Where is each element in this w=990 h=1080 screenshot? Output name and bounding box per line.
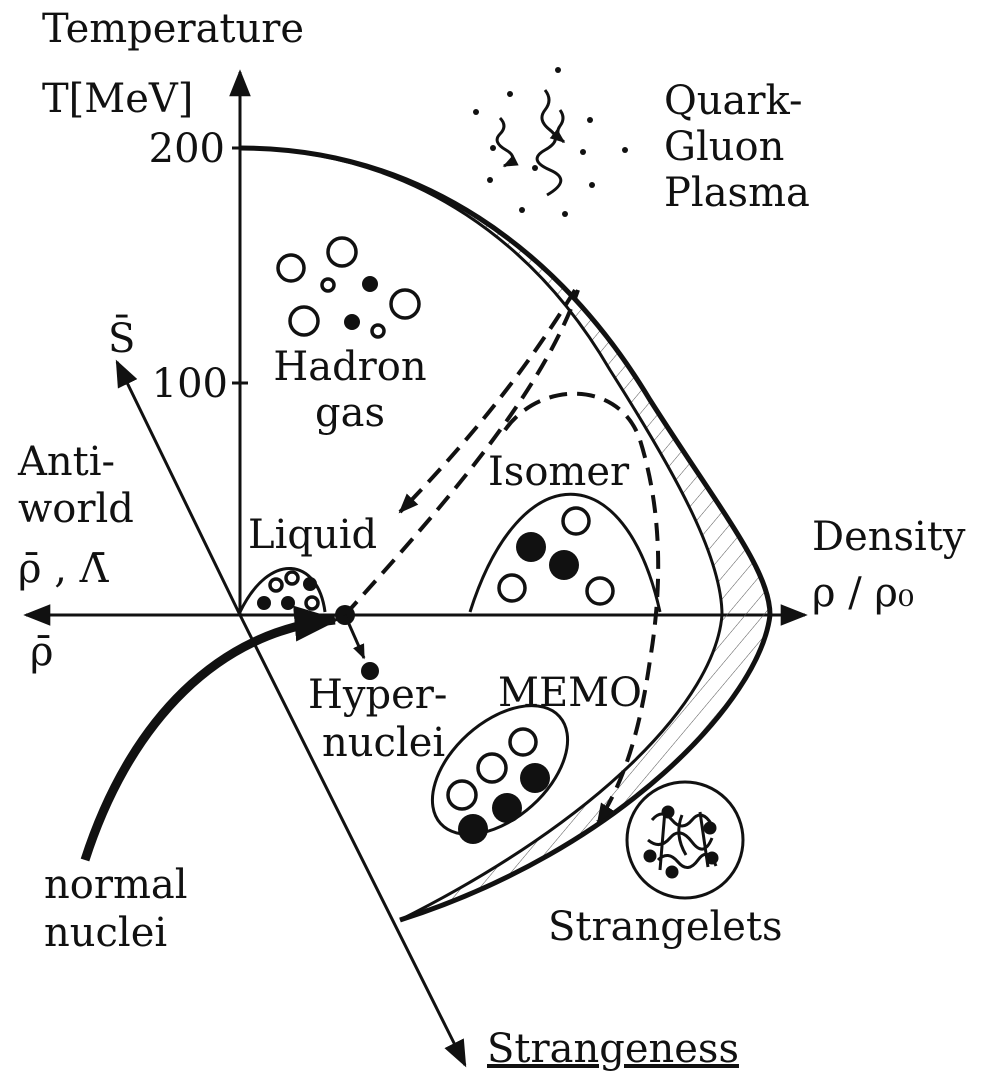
labels: Temperature T[MeV] 200 100 Quark- Gluon …: [17, 6, 966, 1072]
strangelet-region: [627, 782, 743, 898]
axis-title: Temperature: [42, 6, 304, 52]
tick-label: 100: [152, 361, 228, 407]
axis-title: Strangeness: [487, 1026, 739, 1072]
phase-diagram: Temperature T[MeV] 200 100 Quark- Gluon …: [0, 0, 990, 1080]
axis-label: ρ̄ , Λ̄: [18, 546, 110, 592]
region-label: Strangelets: [548, 904, 783, 950]
region-label: Plasma: [664, 170, 810, 216]
strangelet-content: [645, 807, 717, 877]
region-label: MEMO: [498, 670, 642, 716]
axis-title: Anti-: [17, 439, 115, 485]
region-label: Isomer: [488, 449, 630, 495]
region-label: nuclei: [322, 720, 445, 766]
axis-label: ρ̄: [30, 629, 54, 675]
hyper-arrow: [345, 615, 364, 658]
hadron-particles: [278, 238, 419, 337]
tick-label: 200: [149, 126, 225, 172]
region-label: Hyper-: [308, 672, 447, 718]
axis-title: Density: [812, 514, 966, 560]
region-label: normal: [44, 862, 188, 908]
region-label: Gluon: [664, 124, 784, 170]
quarks: [473, 67, 628, 217]
normal-nuclei-arrow: [85, 620, 335, 860]
region-label: Hadron: [273, 344, 426, 390]
region-label: Liquid: [248, 512, 377, 558]
axis-title: world: [18, 486, 134, 532]
axis-unit: ρ / ρ₀: [812, 570, 914, 616]
axis-label: S̄: [108, 315, 135, 362]
region-label: nuclei: [44, 910, 167, 956]
region-label: gas: [315, 390, 385, 436]
region-label: Quark-: [664, 78, 803, 124]
axis-unit: T[MeV]: [42, 76, 193, 122]
